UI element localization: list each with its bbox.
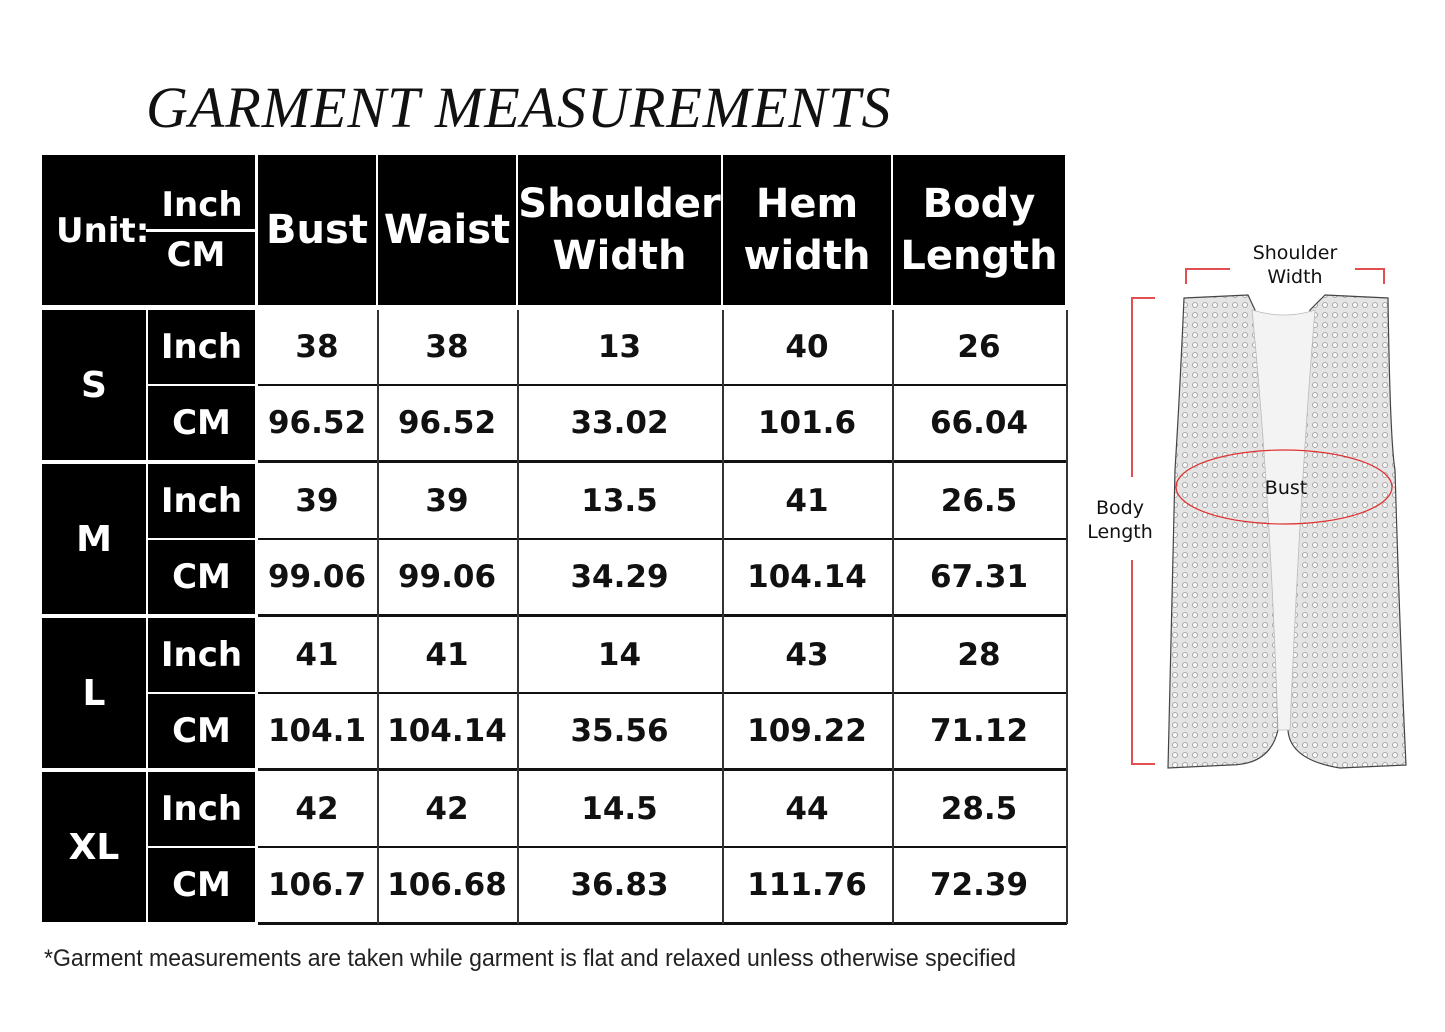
- table-cell: 33.02: [518, 386, 721, 460]
- row-divider: [258, 460, 1067, 463]
- unit-label: Unit:: [56, 211, 150, 251]
- table-cell: 72.39: [893, 848, 1065, 922]
- column-divider: [722, 310, 724, 924]
- unit-divider: [146, 229, 255, 232]
- table-cell: 42: [378, 772, 516, 846]
- table-cell: 14: [518, 618, 721, 692]
- table-cell: 44: [723, 772, 891, 846]
- row-divider: [258, 614, 1067, 617]
- table-cell: 67.31: [893, 540, 1065, 614]
- table-cell: 39: [258, 464, 376, 538]
- table-cell: 71.12: [893, 694, 1065, 768]
- row-divider: [258, 768, 1067, 771]
- table-cell: 39: [378, 464, 516, 538]
- table-cell: 99.06: [258, 540, 376, 614]
- table-cell: 106.68: [378, 848, 516, 922]
- vest-illustration: [1167, 294, 1407, 769]
- table-cell: 96.52: [258, 386, 376, 460]
- unit-label-inch: Inch: [148, 772, 255, 846]
- table-cell: 41: [378, 618, 516, 692]
- bust-label: Bust: [1264, 477, 1308, 499]
- size-label: M: [42, 464, 146, 614]
- table-cell: 14.5: [518, 772, 721, 846]
- unit-label-inch: Inch: [148, 310, 255, 384]
- footnote: *Garment measurements are taken while ga…: [44, 945, 1016, 972]
- table-cell: 26.5: [893, 464, 1065, 538]
- table-cell: 41: [723, 464, 891, 538]
- size-label: XL: [42, 772, 146, 922]
- body-length-label: Body Length: [1087, 497, 1153, 543]
- table-cell: 101.6: [723, 386, 891, 460]
- column-header: Hem width: [723, 155, 891, 305]
- size-label: S: [42, 310, 146, 460]
- table-cell: 42: [258, 772, 376, 846]
- unit-label-cm: CM: [148, 848, 255, 922]
- unit-label-cm: CM: [148, 540, 255, 614]
- column-divider: [377, 310, 379, 924]
- row-divider: [258, 922, 1067, 925]
- table-cell: 38: [378, 310, 516, 384]
- table-cell: 34.29: [518, 540, 721, 614]
- column-header: Body Length: [893, 155, 1065, 305]
- table-cell: 28: [893, 618, 1065, 692]
- table-cell: 40: [723, 310, 891, 384]
- column-header: Shoulder Width: [518, 155, 721, 305]
- column-divider: [1066, 310, 1068, 924]
- table-cell: 106.7: [258, 848, 376, 922]
- unit-label-inch: Inch: [148, 618, 255, 692]
- table-cell: 96.52: [378, 386, 516, 460]
- unit-label-cm: CM: [148, 694, 255, 768]
- row-divider: [258, 384, 1067, 386]
- table-cell: 35.56: [518, 694, 721, 768]
- column-divider: [517, 310, 519, 924]
- table-cell: 13: [518, 310, 721, 384]
- table-cell: 41: [258, 618, 376, 692]
- table-cell: 38: [258, 310, 376, 384]
- unit-header-cell: Unit: Inch CM: [42, 155, 255, 305]
- column-header: Bust: [258, 155, 376, 305]
- size-label: L: [42, 618, 146, 768]
- bust-ellipse: [1175, 449, 1393, 525]
- table-cell: 104.14: [723, 540, 891, 614]
- unit-inch: Inch: [161, 185, 243, 225]
- column-header: Waist: [378, 155, 516, 305]
- unit-label-cm: CM: [148, 386, 255, 460]
- table-cell: 36.83: [518, 848, 721, 922]
- table-cell: 13.5: [518, 464, 721, 538]
- table-cell: 99.06: [378, 540, 516, 614]
- row-divider: [258, 846, 1067, 848]
- shoulder-width-label: Shoulder Width: [1252, 242, 1338, 288]
- table-cell: 66.04: [893, 386, 1065, 460]
- table-cell: 104.1: [258, 694, 376, 768]
- table-cell: 26: [893, 310, 1065, 384]
- unit-cm: CM: [166, 235, 226, 275]
- table-cell: 111.76: [723, 848, 891, 922]
- table-cell: 109.22: [723, 694, 891, 768]
- page-title: GARMENT MEASUREMENTS: [146, 75, 892, 140]
- table-cell: 104.14: [378, 694, 516, 768]
- row-divider: [258, 692, 1067, 694]
- row-divider: [258, 538, 1067, 540]
- column-divider: [892, 310, 894, 924]
- unit-label-inch: Inch: [148, 464, 255, 538]
- table-cell: 43: [723, 618, 891, 692]
- table-cell: 28.5: [893, 772, 1065, 846]
